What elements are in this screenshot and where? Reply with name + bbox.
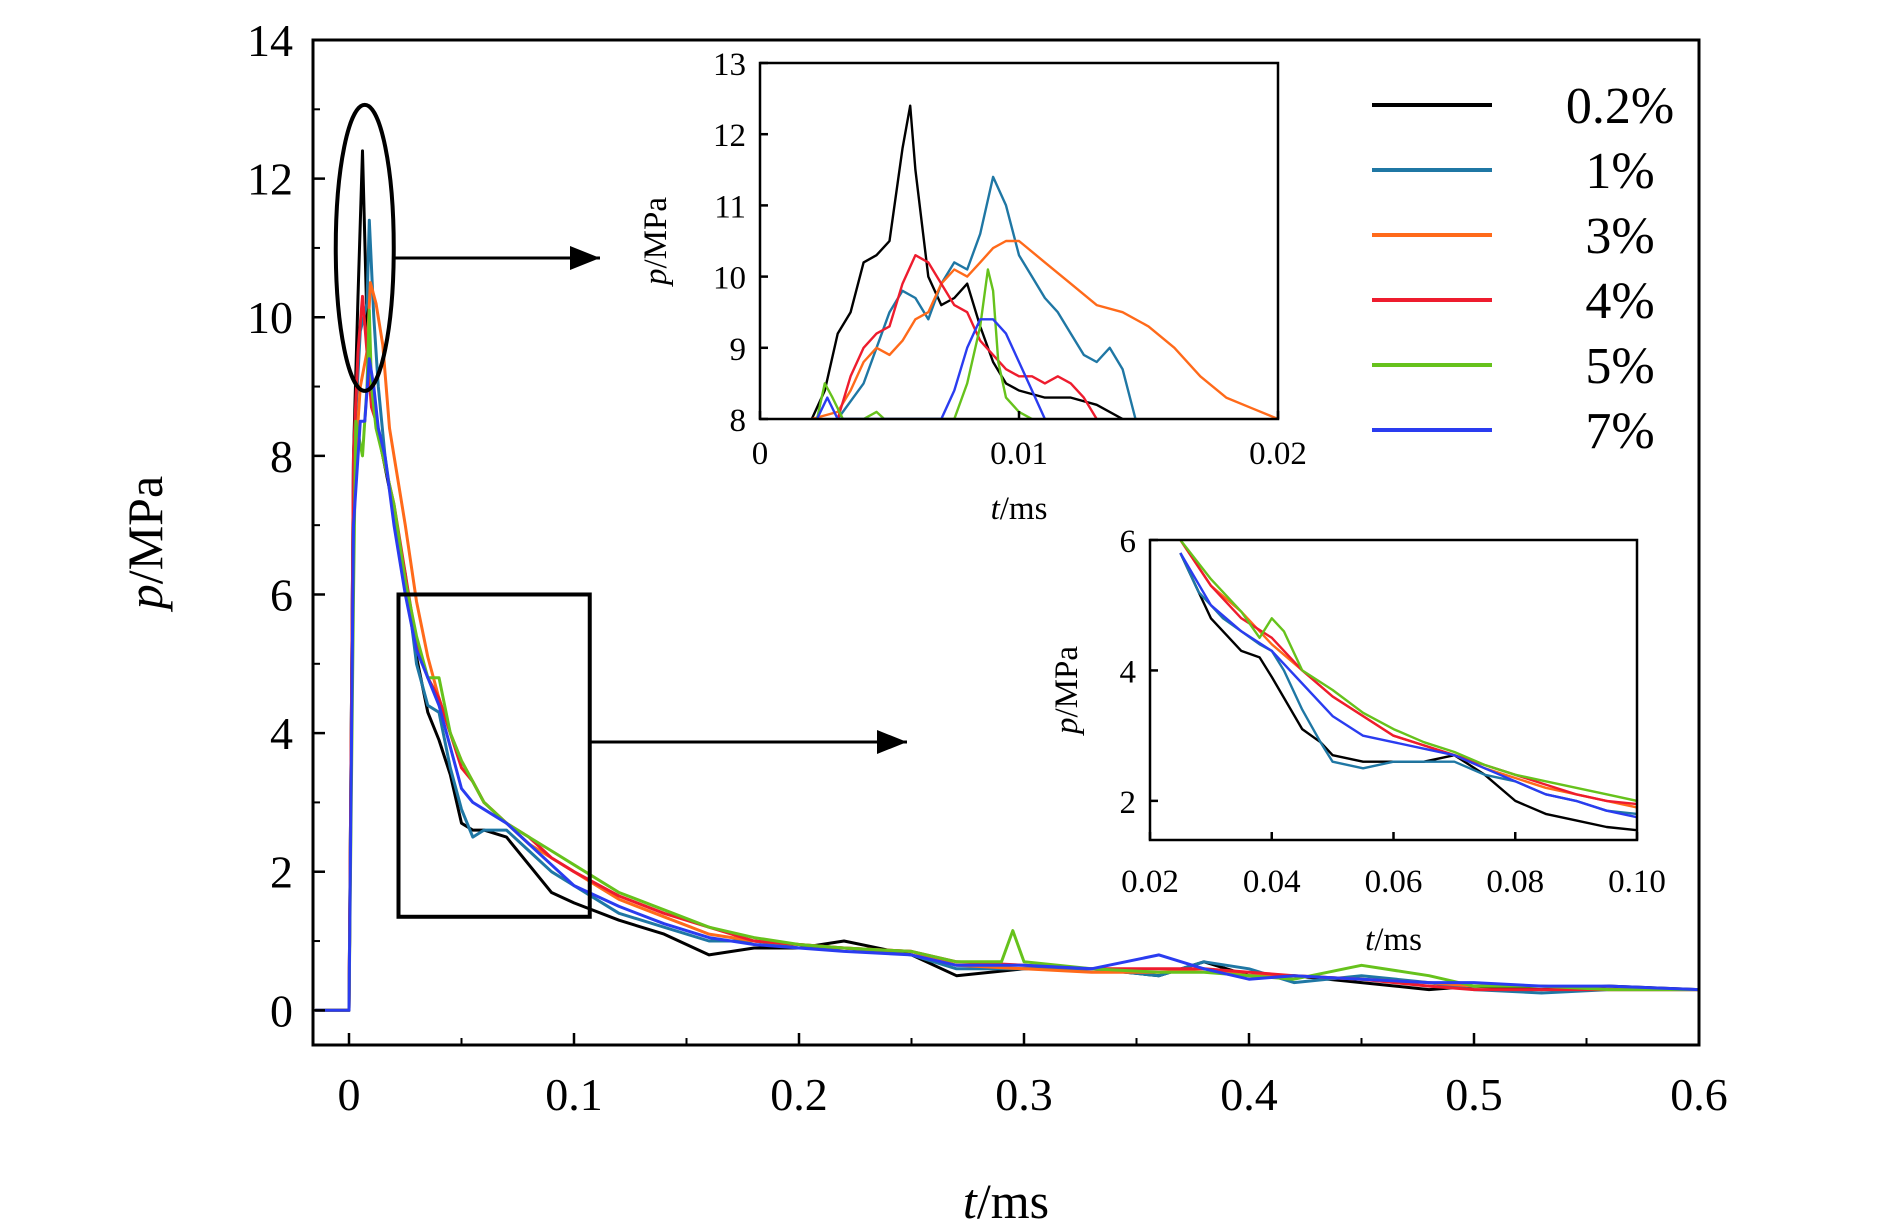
zoom-annotations <box>333 102 907 919</box>
inset-peak-series-line <box>815 268 1033 419</box>
main-x-tick-label: 0.6 <box>1670 1069 1728 1120</box>
main-x-tick-label: 0.5 <box>1445 1069 1503 1120</box>
inset-peak-y-tick-label: 13 <box>713 47 746 83</box>
inset-decay-y-axis-label-var: p <box>1049 718 1085 737</box>
main-y-tick-label: 4 <box>270 708 293 759</box>
inset-peak-series-line <box>836 253 1098 419</box>
legend: 0.2% 1% 3% 4% 5% 7% <box>1372 78 1674 460</box>
inset-peak-y-tick-label: 10 <box>713 261 746 297</box>
main-x-tick-label: 0 <box>338 1069 361 1120</box>
inset-peak-y-tick-label: 12 <box>713 118 746 154</box>
inset-peak-plot: 0 0.01 0.02 8 9 10 11 12 13 t/ms p/MPa <box>638 47 1307 527</box>
inset-peak-x-axis-label-unit: /ms <box>1000 491 1048 527</box>
inset-decay-y-axis-label-unit: /MPa <box>1049 646 1085 718</box>
inset-decay-y-tick-label: 4 <box>1120 654 1137 690</box>
decay-highlight-box <box>396 592 592 919</box>
main-x-tick-label: 0.1 <box>545 1069 603 1120</box>
inset-peak-series-line <box>811 239 1278 419</box>
inset-decay-y-axis-label: p/MPa <box>1049 646 1085 736</box>
inset-peak-x-tick-label: 0.01 <box>990 436 1048 472</box>
inset-peak-y-tick-label: 8 <box>730 403 747 439</box>
inset-peak-series-line <box>810 104 1124 419</box>
legend-label: 0.2% <box>1566 78 1674 135</box>
main-plot: 0 0.1 0.2 0.3 0.4 0.5 0.6 0 2 4 6 8 10 12 14 t/ms p/MPa <box>117 15 1728 1228</box>
inset-peak-x-axis-label-var: t <box>991 491 1001 527</box>
inset-decay-series-line <box>1179 540 1637 806</box>
main-frame <box>311 38 1701 1047</box>
main-y-tick-label: 14 <box>247 15 293 66</box>
peak-highlight-ellipse <box>333 102 396 393</box>
inset-decay-y-tick-label: 6 <box>1120 524 1137 560</box>
inset-peak-series <box>810 104 1278 419</box>
inset-peak-y-axis-label-unit: /MPa <box>638 197 674 269</box>
main-x-axis-label: t/ms <box>963 1173 1049 1228</box>
main-y-tick-label: 0 <box>270 985 293 1036</box>
inset-decay-x-axis-label-unit: /ms <box>1374 922 1422 958</box>
inset-peak-series-line <box>815 318 1046 419</box>
main-y-axis-label-unit: /MPa <box>117 476 173 584</box>
inset-decay-series-line <box>1179 552 1637 832</box>
main-y-axis-label: p/MPa <box>117 476 173 612</box>
inset-decay-x-tick-label: 0.04 <box>1243 864 1301 900</box>
inset-decay-series <box>1179 540 1637 832</box>
legend-label: 1% <box>1585 143 1654 200</box>
inset-decay-y-tick-label: 2 <box>1120 785 1137 821</box>
inset-peak-series-line <box>836 175 1137 419</box>
inset-decay-series-line <box>1179 552 1637 819</box>
legend-label: 5% <box>1585 338 1654 395</box>
inset-decay-x-axis-label: t/ms <box>1365 922 1422 958</box>
inset-decay-x-tick-label: 0.08 <box>1486 864 1544 900</box>
main-y-tick-label: 2 <box>270 847 293 898</box>
inset-peak-y-tick-label: 11 <box>714 189 746 225</box>
legend-label: 4% <box>1585 273 1654 330</box>
inset-peak-y-axis-label: p/MPa <box>638 197 674 287</box>
main-y-tick-label: 12 <box>247 154 293 205</box>
inset-decay-x-axis-label-var: t <box>1365 922 1375 958</box>
main-x-axis-label-unit: /ms <box>977 1173 1049 1228</box>
inset-decay-x-tick-label: 0.06 <box>1365 864 1423 900</box>
inset-peak-x-tick-label: 0.02 <box>1249 436 1307 472</box>
inset-decay-series-line <box>1179 540 1637 803</box>
main-y-tick-label: 10 <box>247 292 293 343</box>
inset-decay-x-tick-label: 0.02 <box>1121 864 1179 900</box>
inset-peak-y-axis-label-var: p <box>638 269 674 288</box>
inset-decay-x-tick-label: 0.10 <box>1608 864 1666 900</box>
legend-label: 7% <box>1585 403 1654 460</box>
legend-label: 3% <box>1585 208 1654 265</box>
main-series-line <box>315 357 1699 1012</box>
main-x-axis-label-var: t <box>963 1173 978 1228</box>
main-x-tick-label: 0.4 <box>1220 1069 1278 1120</box>
inset-peak-x-tick-label: 0 <box>752 436 769 472</box>
inset-decay-bg <box>1150 540 1637 840</box>
main-x-tick-label: 0.3 <box>995 1069 1053 1120</box>
inset-decay-plot: 0.02 0.04 0.06 0.08 0.10 2 4 6 t/ms p/MPa <box>1049 524 1666 958</box>
main-x-tick-label: 0.2 <box>770 1069 828 1120</box>
inset-peak-y-tick-label: 9 <box>730 332 747 368</box>
main-y-axis-label-var: p <box>117 584 173 612</box>
main-y-tick-label: 8 <box>270 431 293 482</box>
main-y-tick-label: 6 <box>270 569 293 620</box>
inset-peak-x-axis-label: t/ms <box>991 491 1048 527</box>
